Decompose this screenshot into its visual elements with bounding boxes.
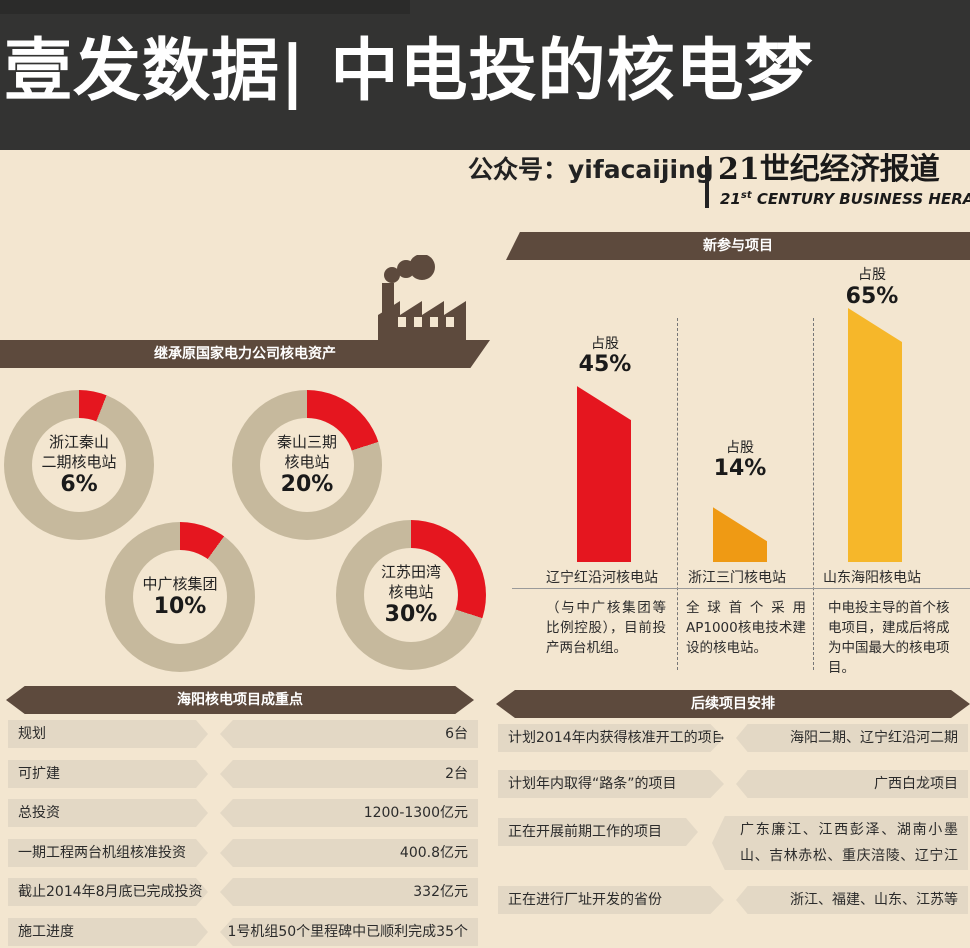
haiyang-row-label: 施工进度 <box>8 918 208 946</box>
bar-2 <box>848 308 902 562</box>
followup-row-value: 广东廉江、江西彭泽、湖南小墨山、吉林赤松、重庆涪陵、辽宁江石底 <box>712 816 968 870</box>
donut-percent: 10% <box>153 594 207 619</box>
haiyang-row-label: 规划 <box>8 720 208 748</box>
brand-name-cn: 21世纪经济报道 <box>718 152 940 187</box>
donut-tianwan: 江苏田湾 核电站 30% <box>336 520 486 670</box>
bar-0 <box>577 386 631 562</box>
bar-percent: 45% <box>578 352 632 377</box>
followup-row-value: 浙江、福建、山东、江苏等 <box>736 886 968 914</box>
donut-percent: 20% <box>280 472 334 497</box>
new-projects-banner: 新参与项目 <box>506 232 970 260</box>
donut-label: 二期核电站 <box>41 453 117 471</box>
donut-label: 中广核集团 <box>142 575 218 593</box>
donut-label: 江苏田湾 <box>380 563 441 581</box>
haiyang-row-label: 总投资 <box>8 799 208 827</box>
haiyang-row-value: 6台 <box>220 720 478 748</box>
haiyang-row-label: 截止2014年8月底已完成投资 <box>8 878 208 906</box>
followup-row-value: 海阳二期、辽宁红沿河二期 <box>736 724 968 752</box>
donut-label: 秦山三期 <box>276 433 337 451</box>
haiyang-row-value: 400.8亿元 <box>220 839 478 867</box>
project-note: 全球首个采用AP1000核电技术建设的核电站。 <box>686 600 806 656</box>
haiyang-row-value: 1200-1300亿元 <box>220 799 478 827</box>
donut-label: 浙江秦山 <box>48 433 109 451</box>
project-label: 山东海阳核电站 <box>823 570 921 586</box>
bar-1 <box>713 507 767 562</box>
header-accent-strip <box>0 0 410 14</box>
haiyang-row-value: 1号机组50个里程碑中已顺利完成35个 <box>220 918 478 946</box>
followup-row-value: 广西白龙项目 <box>736 770 968 798</box>
haiyang-banner: 海阳核电项目成重点 <box>6 686 474 714</box>
factory-icon <box>378 255 466 345</box>
haiyang-row-label: 一期工程两台机组核准投资 <box>8 839 208 867</box>
haiyang-row-label: 可扩建 <box>8 760 208 788</box>
haiyang-row-value: 332亿元 <box>220 878 478 906</box>
project-note: 中电投主导的首个核电项目，建成后将成为中国最大的核电项目。 <box>828 600 950 676</box>
project-label: 辽宁红沿河核电站 <box>546 570 658 586</box>
page-title: 壹发数据| 中电投的核电梦 <box>4 32 814 111</box>
donut-center: 中广核集团 10% <box>133 550 227 644</box>
bar-caption: 占股 <box>858 267 886 283</box>
bar-percent: 14% <box>713 456 767 481</box>
bar-caption: 占股 <box>726 440 754 456</box>
column-divider <box>677 318 678 670</box>
followup-banner: 后续项目安排 <box>496 690 970 718</box>
followup-row-label: 计划年内取得“路条”的项目 <box>498 770 724 798</box>
brand-en-sup: st <box>740 190 752 201</box>
donut-percent: 6% <box>60 472 98 497</box>
column-divider <box>813 318 814 670</box>
donut-qinshan-phase3: 秦山三期 核电站 20% <box>232 390 382 540</box>
brand-en-rest: CENTURY BUSINESS HERALD <box>756 190 970 208</box>
bar-percent: 65% <box>845 284 899 309</box>
donut-label: 核电站 <box>388 583 434 601</box>
donut-label: 核电站 <box>284 453 330 471</box>
haiyang-row-value: 2台 <box>220 760 478 788</box>
bars-chart <box>577 308 902 562</box>
header-bar <box>0 0 970 150</box>
followup-row-label: 计划2014年内获得核准开工的项目 <box>498 724 724 752</box>
donut-cgn-group: 中广核集团 10% <box>105 522 255 672</box>
donut-center: 秦山三期 核电站 20% <box>260 418 354 512</box>
assets-banner: 继承原国家电力公司核电资产 <box>0 340 490 368</box>
bar-caption: 占股 <box>591 336 619 352</box>
wechat-account: 公众号：yifacaijing <box>468 155 714 184</box>
donut-qinshan-phase2: 浙江秦山 二期核电站 6% <box>4 390 154 540</box>
project-note: （与中广核集团等比例控股），目前投产两台机组。 <box>546 600 666 656</box>
followup-row-label: 正在进行厂址开发的省份 <box>498 886 724 914</box>
brand-en-num: 21 <box>720 190 741 208</box>
donut-percent: 30% <box>384 602 438 627</box>
brand-name-en: 21st CENTURY BUSINESS HERALD <box>720 190 970 208</box>
donut-center: 江苏田湾 核电站 30% <box>364 548 458 642</box>
project-label: 浙江三门核电站 <box>688 570 786 586</box>
donut-center: 浙江秦山 二期核电站 6% <box>32 418 126 512</box>
brand-divider <box>705 156 709 208</box>
followup-row-label: 正在开展前期工作的项目 <box>498 818 698 846</box>
axis-line <box>512 588 970 589</box>
